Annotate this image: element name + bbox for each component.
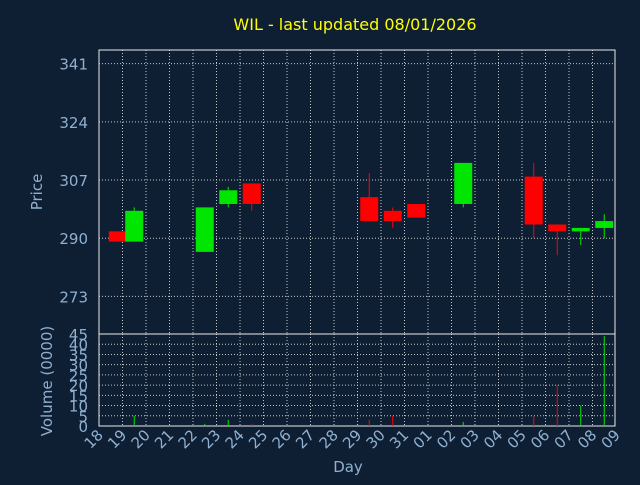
volume-tick-label: 40 (69, 336, 88, 354)
price-tick-label: 290 (59, 230, 88, 248)
volume-tick-label: 10 (69, 398, 88, 416)
chart-title: WIL - last updated 08/01/2026 (233, 15, 476, 34)
volume-tick-label: 45 (69, 326, 88, 344)
volume-tick-label: 30 (69, 357, 88, 375)
candle-body (242, 183, 261, 204)
price-axis-label: Price (28, 174, 46, 211)
candle-body (571, 227, 590, 232)
price-tick-label: 341 (59, 56, 88, 74)
candle-body (454, 162, 473, 204)
volume-bars (133, 336, 605, 426)
candles (108, 162, 614, 256)
price-tick-label: 273 (59, 288, 88, 306)
candle-body (548, 224, 567, 232)
volume-tick-label: 15 (69, 387, 88, 405)
candle-body (524, 176, 543, 225)
candle-body (595, 221, 614, 228)
candle-body (360, 197, 379, 222)
volume-tick-label: 20 (69, 377, 88, 395)
price-tick-label: 307 (59, 172, 88, 190)
volume-panel-frame (98, 333, 616, 427)
volume-axis-label: Volume (0000) (38, 326, 56, 436)
volume-tick-label: 35 (69, 346, 88, 364)
price-y-ticks: 273 290 307 324 341 (59, 56, 88, 307)
candle-body (195, 207, 214, 252)
x-axis-label: Day (333, 458, 363, 476)
candle-body (407, 203, 426, 218)
volume-tick-label: 25 (69, 367, 88, 385)
x-ticks: 1819202122232425262728293031010203040506… (81, 426, 624, 452)
volume-tick-label: 5 (78, 408, 88, 426)
volume-grid (99, 334, 615, 426)
price-tick-label: 324 (59, 114, 88, 132)
candle-body (108, 231, 127, 242)
candle-body (383, 210, 402, 222)
candle-body (125, 210, 144, 242)
volume-tick-label: 0 (78, 418, 88, 436)
price-grid (99, 50, 615, 334)
candle-body (219, 190, 238, 204)
